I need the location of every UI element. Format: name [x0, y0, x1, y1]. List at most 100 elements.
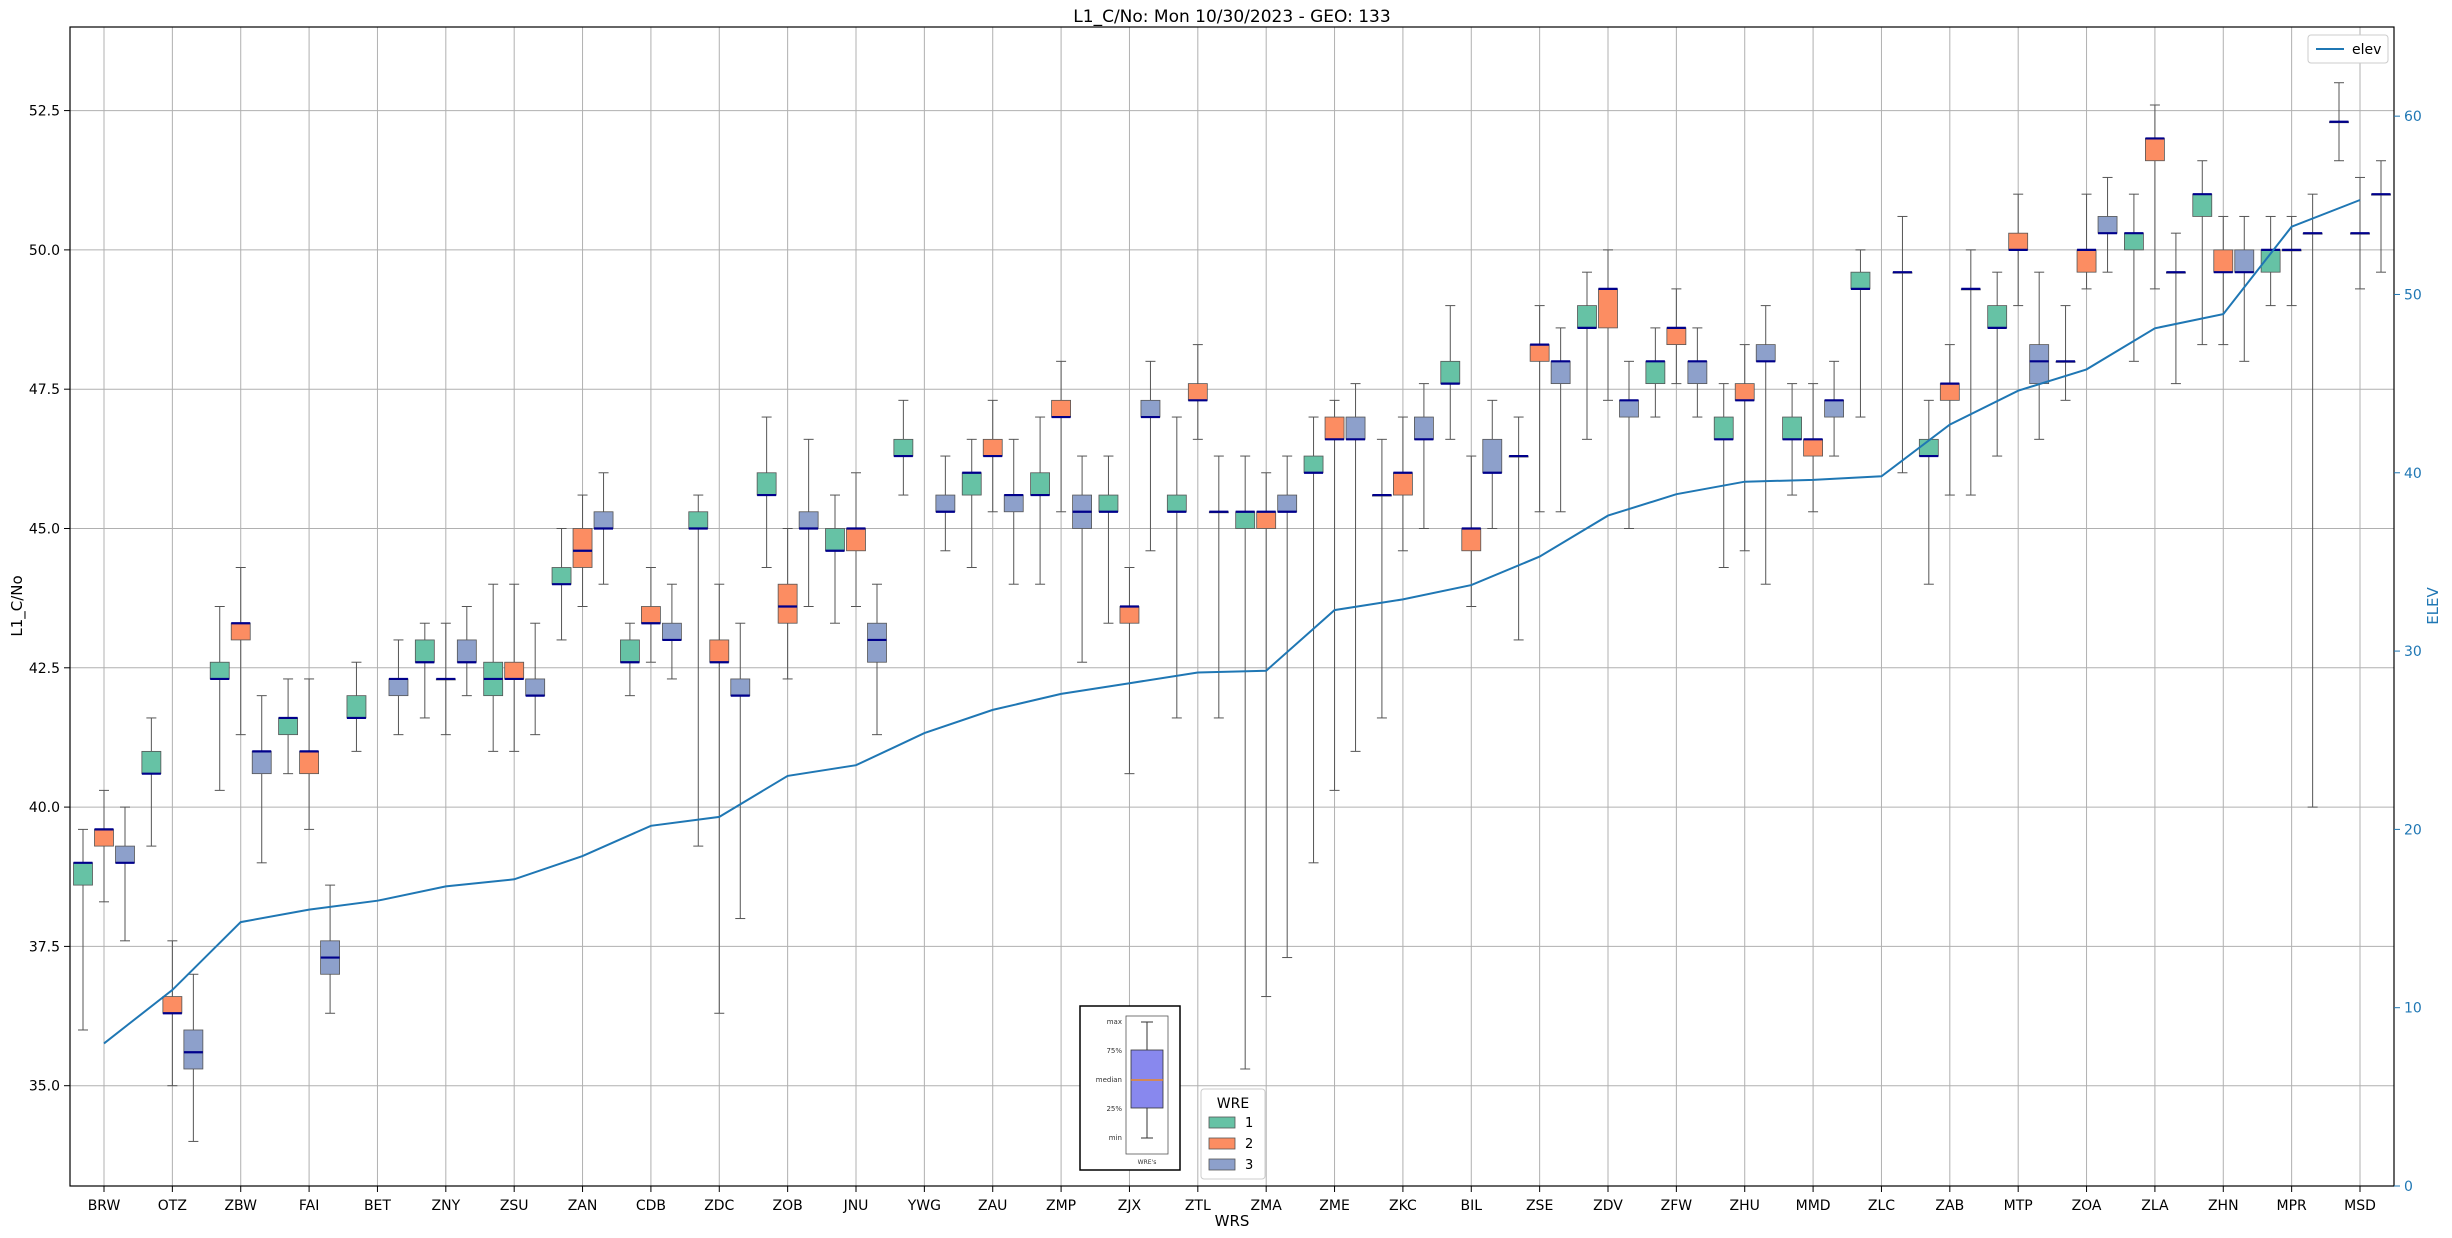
x-tick-label: ZHU	[1730, 1198, 1760, 1214]
box-ZBW-wre3	[251, 695, 272, 864]
x-tick-label: MMD	[1796, 1198, 1831, 1214]
y-tick-label: 45.0	[29, 521, 60, 537]
x-tick-label: ZBW	[224, 1198, 257, 1214]
box-JNU-wre1	[825, 494, 845, 624]
box-ZSU-wre2	[504, 583, 525, 752]
y-axis-label: L1_C/No	[8, 575, 27, 636]
elev-legend-frame	[2307, 34, 2389, 64]
x-tick-label: ZMA	[1251, 1198, 1283, 1214]
elev-line-group	[103, 199, 2361, 1045]
x-tick-label: ZAB	[1935, 1198, 1964, 1214]
box-iqr	[1918, 438, 1939, 457]
box-BRW-wre1	[73, 828, 93, 1031]
box-ZHN-wre1	[2192, 160, 2213, 346]
box-iqr	[278, 717, 298, 736]
box-iqr	[1850, 271, 1871, 290]
box-iqr	[1550, 360, 1571, 385]
inset-label-q3: 75%	[1106, 1047, 1122, 1055]
box-iqr	[73, 862, 93, 886]
box-ZAB-wre3	[1960, 249, 1981, 496]
box-ZMA-wre2	[1256, 472, 1277, 998]
box-ZAB-wre2	[1939, 344, 1960, 496]
box-ZOB-wre1	[756, 416, 777, 568]
box-iqr	[1598, 288, 1618, 329]
box-iqr	[1939, 383, 1960, 401]
box-ZFW-wre3	[1687, 327, 1708, 418]
x-tick-label: BET	[364, 1198, 391, 1214]
box-MSD-wre1	[2329, 82, 2349, 162]
box-JNU-wre2	[846, 472, 866, 607]
box-ZME-wre2	[1324, 399, 1345, 791]
box-ZHN-wre2	[2213, 215, 2234, 346]
y-tick-label: 37.5	[29, 939, 60, 955]
box-BIL-wre1	[1440, 305, 1461, 440]
box-ZJX-wre3	[1140, 360, 1161, 552]
box-iqr	[1461, 528, 1482, 552]
box-ZHU-wre2	[1734, 344, 1755, 552]
inset-plot-frame	[1125, 1015, 1169, 1155]
box-ZDV-wre2	[1598, 249, 1618, 401]
chart-title: L1_C/No: Mon 10/30/2023 - GEO: 133	[1073, 7, 1390, 27]
box-iqr	[867, 622, 887, 663]
box-ZLA-wre2	[2145, 104, 2165, 290]
box-iqr	[2076, 249, 2097, 273]
box-iqr	[1645, 360, 1666, 385]
box-iqr	[1440, 360, 1461, 385]
box-BET-wre1	[346, 661, 367, 752]
x-tick-label: ZTL	[1185, 1198, 1211, 1214]
x-tick-label: ZHN	[2208, 1198, 2239, 1214]
box-iqr	[456, 639, 477, 663]
box-iqr	[2234, 249, 2255, 273]
box-inset-legend: max 75% median 25% min WRE's	[1079, 1005, 1181, 1171]
wre-legend-swatch-1	[1208, 1116, 1236, 1129]
box-ZTL-wre1	[1166, 416, 1187, 719]
x-tick-label: ZAN	[568, 1198, 598, 1214]
box-iqr	[688, 511, 709, 529]
box-iqr	[662, 622, 682, 641]
y2-axis-label: ELEV	[2424, 586, 2442, 624]
y2-tick-label: 0	[2404, 1179, 2413, 1195]
box-MPR-wre2	[2281, 215, 2302, 307]
box-BRW-wre3	[115, 806, 135, 942]
x-tick-label: ZDV	[1593, 1198, 1623, 1214]
box-MMD-wre1	[1782, 383, 1802, 496]
wre-legend-swatch-3	[1208, 1158, 1236, 1171]
box-CDB-wre2	[641, 566, 661, 663]
box-CDB-wre1	[620, 622, 640, 697]
box-iqr	[115, 845, 135, 864]
box-ZOA-wre2	[2076, 193, 2097, 290]
x-tick-label: ZSE	[1526, 1198, 1553, 1214]
y-axis: 35.0 37.5 40.0 42.5 45.0 47.5 50.0 52.5	[29, 104, 70, 1095]
wre-legend-title: WRE	[1217, 1096, 1249, 1112]
box-iqr	[1577, 305, 1597, 329]
box-ZFW-wre2	[1666, 288, 1687, 385]
box-iqr	[2145, 138, 2165, 162]
box-iqr	[1277, 494, 1298, 513]
box-MMD-wre2	[1803, 383, 1823, 513]
box-ZKC-wre1	[1372, 438, 1392, 719]
box-ZOB-wre2	[777, 527, 798, 680]
box-ZKC-wre3	[1414, 383, 1434, 529]
box-iqr	[1666, 327, 1687, 346]
box-ZAU-wre3	[1003, 438, 1024, 585]
elev-legend: elev	[2307, 34, 2389, 64]
box-iqr	[620, 639, 640, 663]
wre-legend: WRE 1 2 3	[1200, 1088, 1266, 1180]
wre-legend-frame	[1200, 1088, 1266, 1180]
box-MMD-wre3	[1824, 360, 1844, 457]
box-MTP-wre1	[1987, 271, 2008, 457]
box-BRW-wre2	[94, 789, 114, 903]
box-ZMP-wre3	[1072, 455, 1092, 663]
x-tick-label: ZAU	[978, 1198, 1007, 1214]
box-iqr	[572, 528, 593, 568]
box-ZLA-wre1	[2124, 193, 2144, 362]
box-iqr	[825, 528, 845, 552]
box-ZTL-wre3	[1208, 455, 1229, 719]
box-ZNY-wre2	[435, 622, 456, 736]
box-CDB-wre3	[662, 583, 682, 680]
box-ZKC-wre2	[1393, 416, 1413, 552]
box-iqr	[2097, 216, 2118, 234]
box-ZDC-wre1	[688, 494, 709, 847]
box-ZME-wre3	[1345, 383, 1366, 752]
box-iqr	[1345, 416, 1366, 440]
